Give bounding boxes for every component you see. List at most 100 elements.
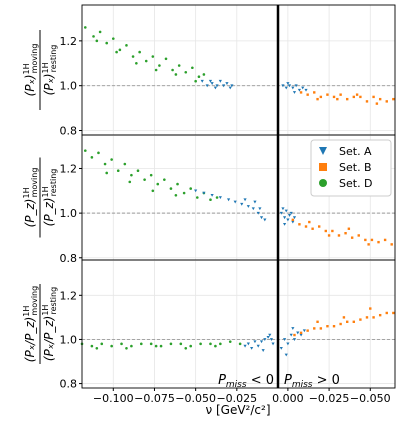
- panel: 0.81.01.2(Pₓ/P_z)1Hmoving(Pₓ/P_z)1Hresti…: [22, 259, 396, 391]
- panel-frame: [81, 4, 396, 136]
- point: [97, 151, 100, 155]
- point: [184, 346, 188, 350]
- point: [352, 95, 356, 99]
- y-tick-label: 1.2: [60, 289, 78, 302]
- point: [250, 346, 254, 350]
- point: [156, 182, 160, 186]
- point: [385, 311, 388, 315]
- point: [130, 344, 133, 348]
- legend-marker: [319, 163, 327, 171]
- point: [158, 64, 161, 67]
- point: [392, 311, 395, 315]
- point: [246, 342, 250, 346]
- point: [194, 189, 198, 193]
- point: [390, 243, 393, 246]
- point: [143, 178, 146, 181]
- point: [344, 232, 347, 235]
- point: [214, 344, 217, 348]
- point: [372, 316, 375, 319]
- point: [299, 91, 303, 94]
- point: [174, 193, 178, 197]
- legend-box: [310, 139, 392, 197]
- point: [383, 238, 387, 242]
- point: [228, 340, 232, 343]
- point: [332, 325, 336, 328]
- point: [306, 93, 309, 96]
- point: [279, 211, 283, 215]
- point: [243, 344, 247, 348]
- point: [289, 333, 293, 337]
- point: [342, 316, 346, 319]
- point: [169, 187, 173, 190]
- point: [230, 84, 234, 88]
- point: [182, 191, 186, 195]
- annotation-symbol: P: [218, 373, 226, 388]
- y-axis-label-part: (Pₓ)1Hresting: [41, 45, 58, 96]
- point: [331, 229, 334, 233]
- legend-marker: [319, 179, 327, 187]
- point: [130, 173, 133, 177]
- point: [316, 97, 319, 101]
- x-tick-label: −0.050: [350, 392, 391, 405]
- point: [174, 73, 178, 76]
- label-sup: 1H: [41, 62, 50, 73]
- point: [365, 316, 369, 319]
- point: [111, 37, 115, 40]
- point: [326, 93, 329, 96]
- point: [179, 342, 183, 346]
- point: [222, 84, 226, 88]
- point: [301, 86, 305, 90]
- point: [209, 342, 212, 346]
- y-axis-label-part: (P_z)1Hmoving: [22, 168, 39, 228]
- point: [293, 333, 296, 337]
- point: [281, 84, 285, 88]
- point: [289, 211, 293, 215]
- point: [377, 240, 380, 244]
- point: [123, 162, 127, 166]
- point: [215, 84, 219, 88]
- point: [313, 327, 316, 330]
- point: [392, 97, 395, 101]
- point: [347, 227, 351, 230]
- label-sub: moving: [30, 286, 39, 316]
- y-tick-label: 1.0: [60, 207, 78, 220]
- x-tick-label: −0.050: [175, 392, 216, 405]
- point: [189, 344, 193, 348]
- point: [110, 344, 113, 348]
- point: [219, 342, 222, 346]
- point: [352, 320, 356, 323]
- label-main: (Pₓ/P_z): [42, 316, 56, 362]
- point: [304, 225, 308, 228]
- point: [291, 327, 295, 330]
- point: [98, 30, 102, 34]
- point: [269, 338, 274, 341]
- point: [292, 216, 297, 220]
- point: [218, 79, 222, 83]
- x-axis-label: ν [GeV²/c²]: [205, 403, 270, 417]
- point: [226, 198, 231, 202]
- point: [367, 243, 370, 246]
- point: [246, 205, 250, 208]
- point: [253, 340, 257, 344]
- y-axis-label-part: (Pₓ/P_z)1Hmoving: [22, 286, 39, 362]
- point: [240, 202, 244, 206]
- point: [125, 346, 128, 350]
- point: [261, 349, 265, 352]
- point: [256, 211, 260, 215]
- point: [339, 93, 342, 96]
- point: [149, 173, 153, 177]
- point: [116, 169, 120, 173]
- point: [304, 88, 308, 92]
- point: [370, 238, 374, 242]
- point: [218, 196, 222, 199]
- point: [138, 50, 141, 54]
- y-axis-label: (P_z)1Hmoving(P_z)1Hresting: [22, 157, 58, 238]
- point: [154, 68, 158, 72]
- point: [302, 329, 306, 333]
- point: [364, 238, 367, 242]
- panel-frame: [81, 259, 396, 389]
- point: [135, 61, 138, 65]
- point: [151, 189, 155, 193]
- label-sub: moving: [30, 168, 39, 198]
- point: [184, 70, 188, 74]
